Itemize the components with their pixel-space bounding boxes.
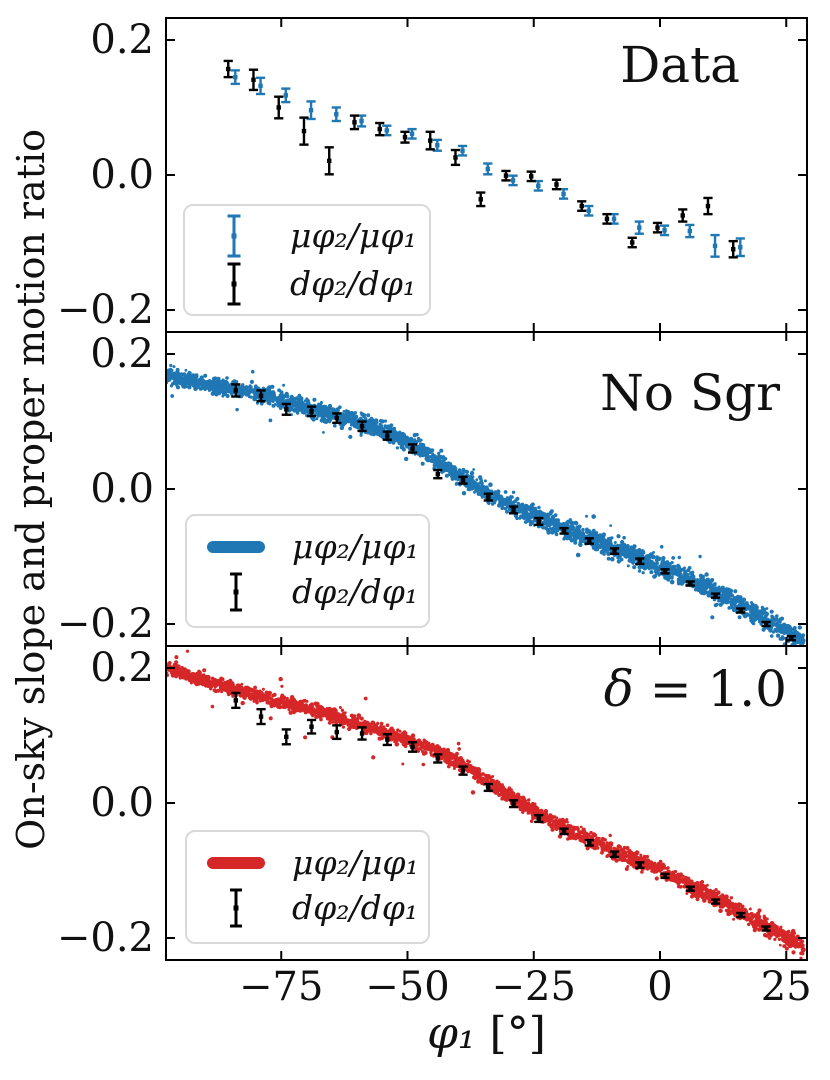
legend-panel-data: μφ₂/μφ₁ dφ₂/dφ₁ — [183, 204, 431, 316]
panel-ticks — [166, 18, 807, 332]
legend-row: μφ₂/μφ₁ — [203, 213, 423, 259]
errorbars-dphi2_over_dphi1 — [231, 691, 771, 932]
swatch-blue-icon — [205, 539, 267, 555]
legend-row: dφ₂/dφ₁ — [205, 887, 422, 929]
x-tick-label: 0 — [647, 964, 672, 1010]
errorbar-black-icon — [205, 887, 267, 929]
x-axis-label: φ₁ [°] — [166, 1008, 807, 1059]
legend-row: dφ₂/dφ₁ — [203, 261, 423, 307]
y-tick-label: −0.2 — [57, 287, 154, 333]
panel-label-data: Data — [620, 36, 740, 94]
x-tick-label: −50 — [365, 964, 449, 1010]
y-tick-label: 0.0 — [90, 466, 154, 512]
legend-label: dφ₂/dφ₁ — [290, 263, 417, 303]
errorbars-dphi2_over_dphi1 — [223, 59, 738, 259]
y-axis-label-text: On-sky slope and proper motion ratio — [9, 128, 53, 850]
x-tick-label: −75 — [239, 964, 323, 1010]
panel-0-content — [223, 59, 745, 259]
errorbar-blue-icon — [203, 213, 265, 259]
swatch-red-icon — [205, 855, 267, 871]
panel-label-no-sgr: No Sgr — [600, 364, 780, 422]
legend-label: μφ₂/μφ₁ — [292, 526, 419, 566]
legend-label: dφ₂/dφ₁ — [292, 888, 419, 928]
y-tick-label: −0.2 — [57, 601, 154, 647]
y-axis-label: On-sky slope and proper motion ratio — [2, 18, 60, 960]
y-tick-label: 0.0 — [90, 780, 154, 826]
panel-ticks — [166, 332, 807, 646]
errorbars-mu_phi2_over_mu_phi1 — [230, 69, 745, 258]
errorbars-dphi2_over_dphi1 — [231, 383, 796, 642]
legend-row: μφ₂/μφ₁ — [205, 842, 422, 882]
legend-row: μφ₂/μφ₁ — [205, 526, 422, 566]
panel-2-content — [167, 649, 806, 959]
errorbar-black-icon — [203, 261, 265, 307]
y-tick-label: 0.2 — [90, 645, 154, 691]
legend-label: μφ₂/μφ₁ — [292, 842, 419, 882]
legend-panel-no-sgr: μφ₂/μφ₁ dφ₂/dφ₁ — [185, 514, 430, 628]
legend-row: dφ₂/dφ₁ — [205, 571, 422, 613]
panel-ticks — [166, 646, 807, 960]
legend-label: μφ₂/μφ₁ — [290, 216, 417, 256]
panel-label-delta: δ = 1.0 — [603, 660, 787, 718]
legend-panel-delta: μφ₂/μφ₁ dφ₂/dφ₁ — [185, 830, 430, 944]
x-tick-label: 25 — [761, 964, 812, 1010]
y-tick-label: 0.0 — [90, 152, 154, 198]
y-tick-label: 0.2 — [90, 331, 154, 377]
legend-label: dφ₂/dφ₁ — [292, 572, 419, 612]
panel-1-content — [167, 363, 806, 645]
y-tick-label: −0.2 — [57, 915, 154, 961]
errorbar-black-icon — [205, 571, 267, 613]
y-tick-label: 0.2 — [90, 17, 154, 63]
x-tick-label: −25 — [492, 964, 576, 1010]
x-axis-label-phi: φ₁ — [427, 1008, 476, 1059]
x-axis-label-unit: [°] — [475, 1008, 546, 1059]
stream-mu_phi2_over_mu_phi1 — [167, 649, 806, 959]
